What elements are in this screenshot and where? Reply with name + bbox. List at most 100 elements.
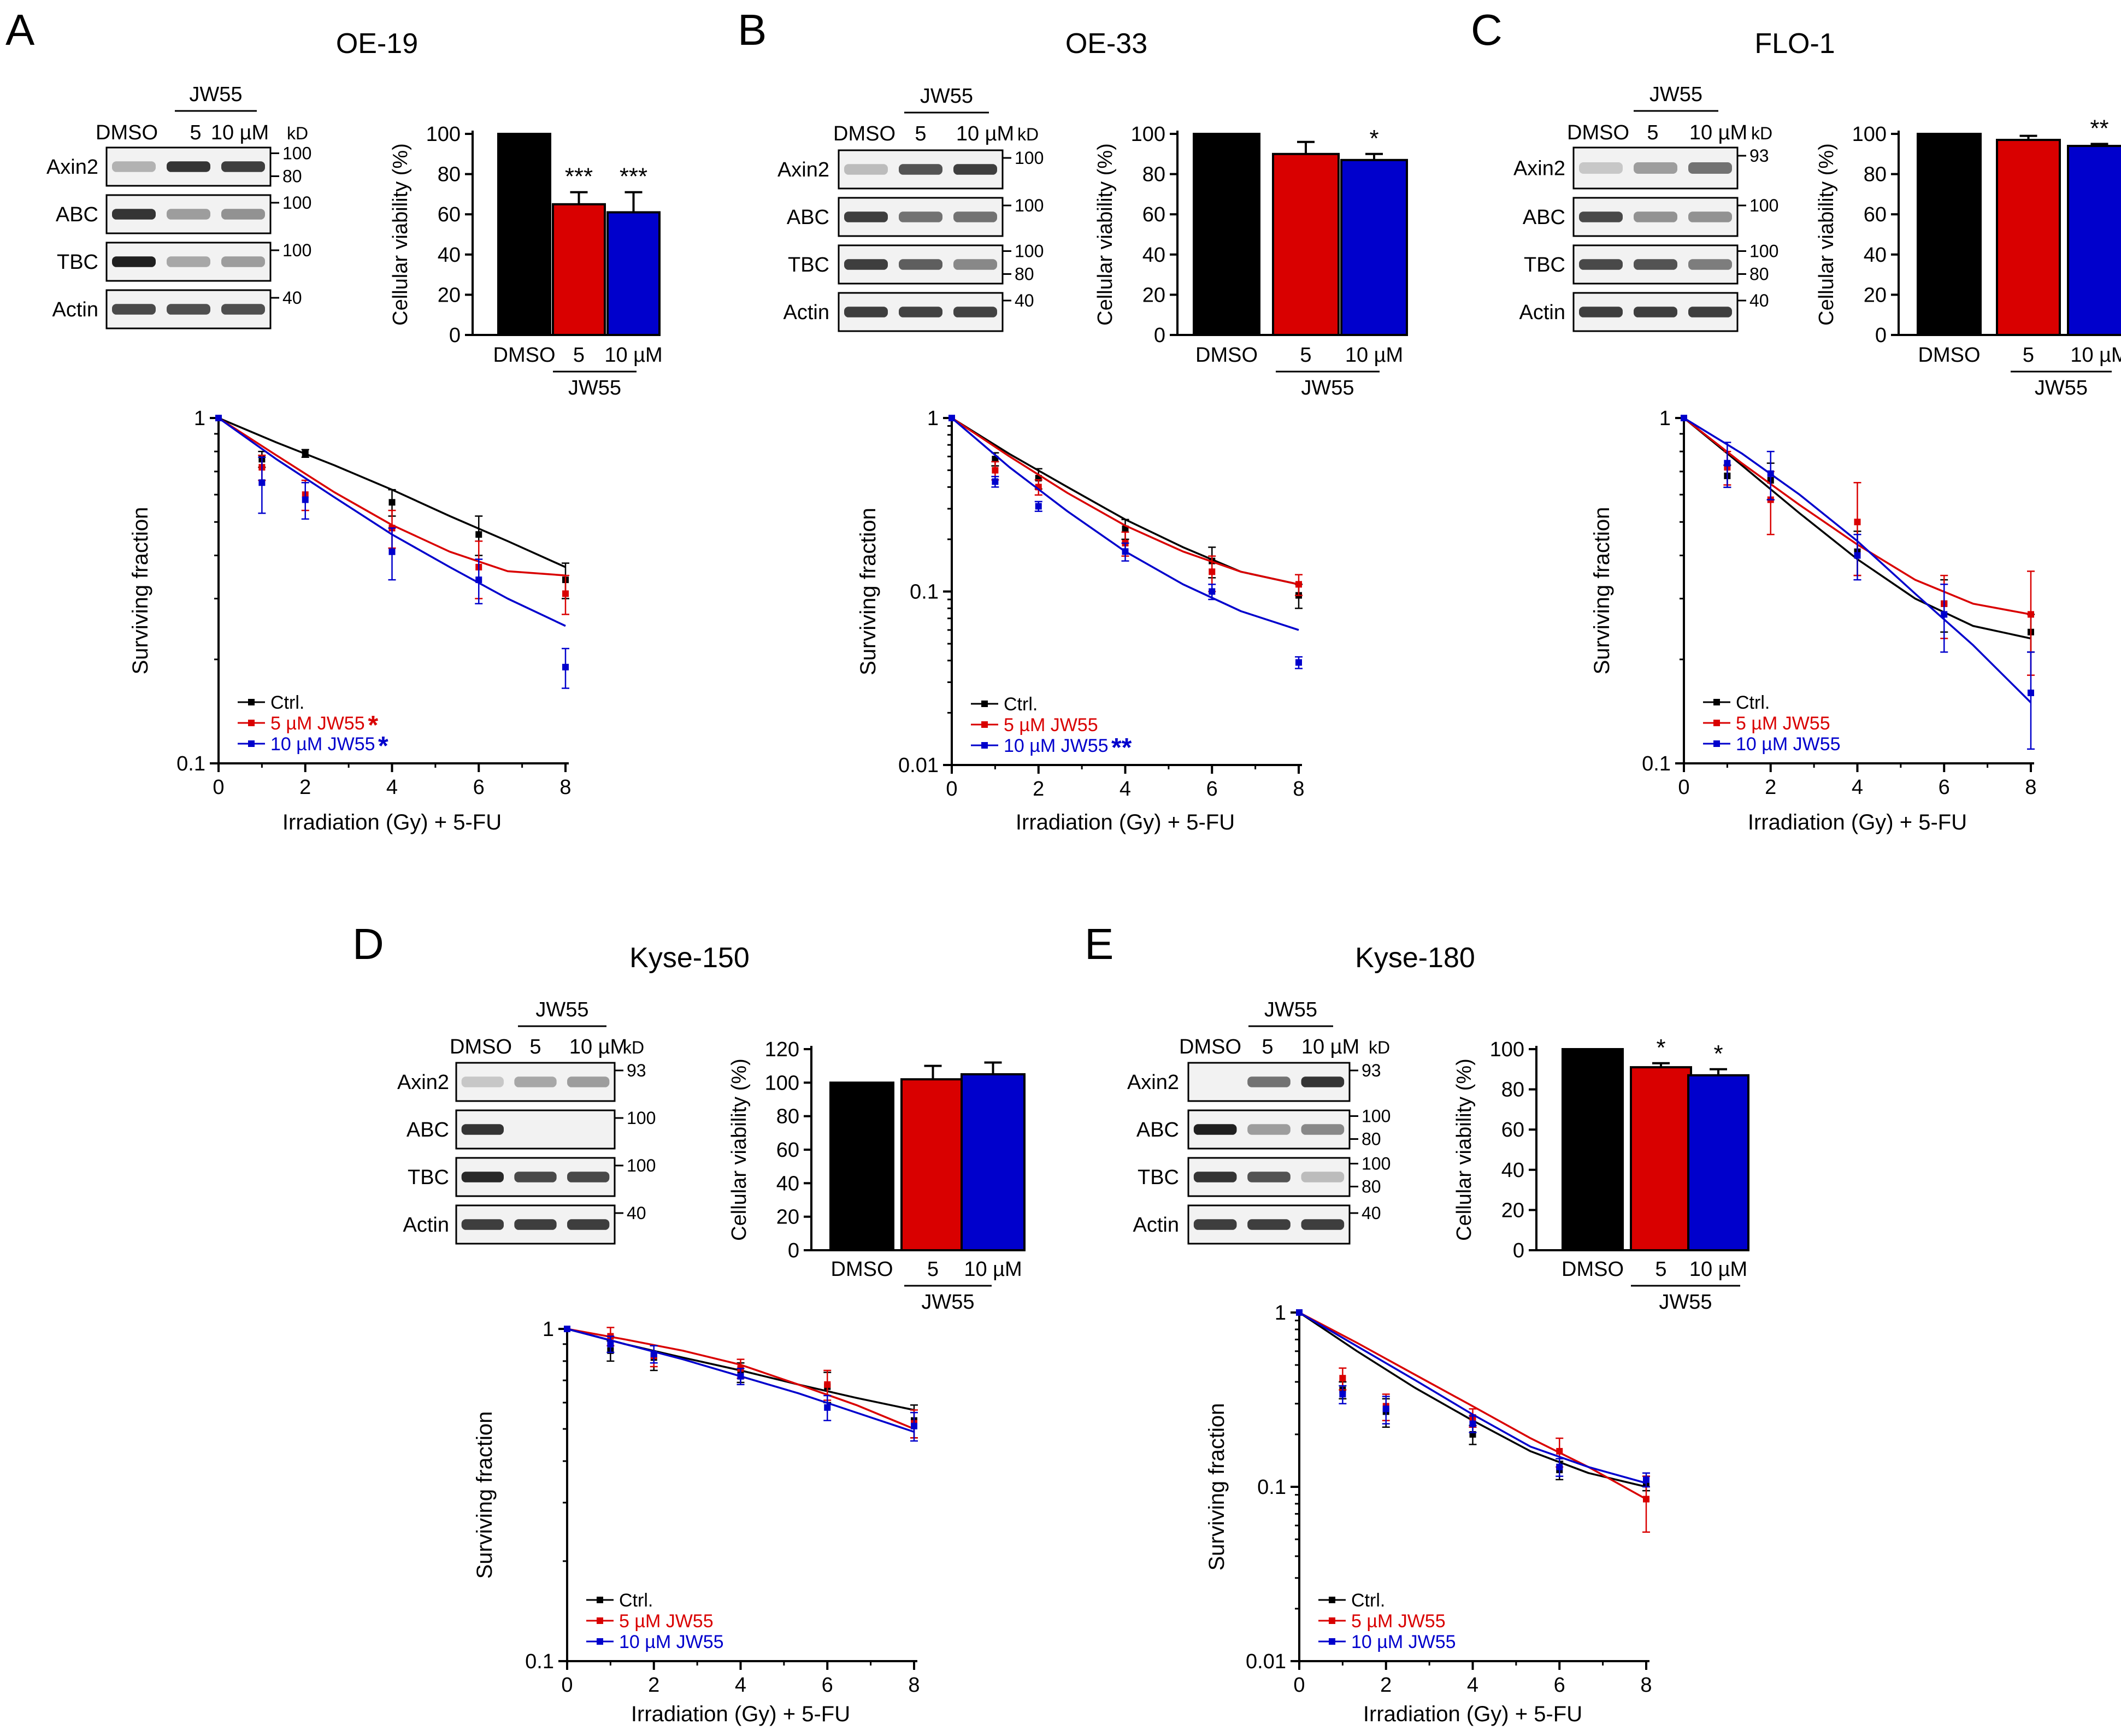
panel-c-survival-x-tick-label: 6 [1939, 776, 1950, 799]
panel-a-viability-y-tick-label: 40 [438, 244, 461, 267]
panel-e-survival-y-tick-label: 1 [1275, 1302, 1286, 1325]
panel-d-blot-row-axin2-band [514, 1076, 557, 1087]
panel-a-viability-significance: *** [565, 163, 593, 190]
panel-d-viability-bar [961, 1073, 1026, 1251]
panel-c-blot-row-abc-label: ABC [1523, 206, 1565, 229]
panel-a-blot-lane-label: 10 µM [211, 121, 269, 144]
panel-a-blot-row-abc-label: ABC [56, 203, 98, 226]
panel-d-survival-point [650, 1351, 657, 1358]
panel-c-survival-legend-marker [1713, 740, 1720, 747]
panel-e-survival-fit-line [1299, 1311, 1647, 1500]
panel-a-blot-row-tbc-band [221, 256, 265, 267]
panel-e-survival-x-label: Irradiation (Gy) + 5-FU [1363, 1702, 1582, 1726]
panel-c-viability-y-tick-label: 80 [1864, 163, 1887, 186]
panel-e-blot-row-tbc-band [1301, 1172, 1345, 1182]
panel-c-viability-bar [2067, 145, 2121, 336]
panel-e-viability-bar [1687, 1074, 1749, 1251]
panel-d-viability-category-label: 5 [927, 1258, 939, 1281]
panel-b-blot-row-abc-label: ABC [787, 206, 829, 229]
panel-a-blot-row-tbc-band [167, 256, 210, 267]
panel-a-viability-y-tick-label: 60 [438, 203, 461, 226]
panel-b-survival-legend-marker [981, 742, 988, 749]
panel-e-blot-row-abc-label: ABC [1136, 1119, 1179, 1141]
panel-b-survival-legend-significance: ** [1111, 733, 1132, 762]
panel-d-title: Kyse-150 [629, 942, 750, 974]
panel-a-blot-lane-label: DMSO [96, 121, 158, 144]
panel-d-viability-y-tick-label: 20 [776, 1206, 799, 1229]
panel-e-blot-row-tbc-label: TBC [1138, 1166, 1179, 1189]
panel-c-viability-group-label: JW55 [2035, 376, 2088, 399]
panel-c-viability-category-label: 10 µM [2070, 344, 2121, 367]
panel-a-viability-bar [606, 211, 661, 336]
panel-c-survival-legend-label: Ctrl. [1736, 692, 1770, 713]
panel-c-title: FLO-1 [1754, 28, 1835, 60]
panel-e-blot-row-tbc-band [1193, 1172, 1237, 1182]
panel-a-blot-row-actin-band [221, 304, 265, 315]
panel-b-blot-row-tbc-band [953, 259, 997, 270]
panel-a-blot-treatment-label: JW55 [189, 83, 242, 106]
panel-c-survival-y-tick-label: 1 [1659, 407, 1671, 430]
panel-a-survival-y-label: Surviving fraction [128, 507, 152, 675]
panel-d-survival-legend-marker [597, 1638, 603, 1645]
panel-b-survival-x-tick-label: 2 [1033, 778, 1044, 801]
panel-b-blot-row-axin2-band [844, 164, 888, 175]
panel-c-blot-row-abc-band [1634, 211, 1677, 222]
panel-a-letter: A [5, 5, 35, 54]
panel-b-blot-row-abc-band [953, 211, 997, 222]
panel-c-viability-category-label: DMSO [1918, 344, 1981, 367]
panel-d-survival-x-tick-label: 6 [822, 1674, 833, 1697]
panel-d-survival-legend-label: Ctrl. [619, 1590, 653, 1611]
panel-c-letter: C [1471, 5, 1503, 54]
panel-a-survival-x-tick-label: 6 [473, 776, 485, 799]
panel-e-blot-row-axin2-band [1301, 1076, 1345, 1087]
panel-b-blot-unit-label: kD [1017, 125, 1039, 144]
panel-c-survival-y-tick-label: 0.1 [1642, 752, 1671, 775]
panel-a-blot-row-actin-band [112, 304, 156, 315]
panel-c-blot-treatment-label: JW55 [1649, 83, 1702, 106]
panel-b-blot-lane-label: 10 µM [956, 122, 1014, 145]
panel-b-blot-row-tbc-marker: 100 [1015, 242, 1044, 261]
panel-e-blot-row-axin2-label: Axin2 [1127, 1071, 1179, 1094]
panel-b-blot-row-actin-band [899, 307, 942, 317]
panel-c-viability-category-label: 5 [2023, 344, 2034, 367]
panel-c-blot-row-axin2-band [1634, 162, 1677, 174]
panel-c-survival-legend-marker [1713, 720, 1720, 726]
panel-e-survival-fit-line [1299, 1311, 1647, 1488]
panel-c-viability-y-tick-label: 40 [1864, 244, 1887, 267]
panel-d-survival-point [824, 1404, 831, 1411]
panel-d-viability-y-tick-label: 120 [765, 1038, 799, 1061]
panel-c-survival-point [1681, 415, 1687, 421]
panel-b-blot-row-tbc-band [899, 259, 942, 270]
panel-c-survival-x-tick-label: 0 [1678, 776, 1689, 799]
panel-e-survival-y-tick-label: 0.01 [1246, 1650, 1286, 1673]
panel-e-survival-fit-line [1299, 1311, 1647, 1484]
panel-c-blot-lane-label: 10 µM [1689, 121, 1747, 144]
panel-b-viability-y-tick-label: 60 [1142, 203, 1165, 226]
panel-e-blot-row-actin-marker: 40 [1362, 1203, 1381, 1223]
panel-d-survival-legend-marker [597, 1617, 603, 1624]
panel-b-survival-y-tick-label: 1 [927, 407, 939, 430]
panel-c-blot-unit-label: kD [1751, 123, 1772, 143]
panel-e-blot-row-tbc-marker: 80 [1362, 1177, 1381, 1197]
panel-b-viability-y-tick-label: 0 [1154, 324, 1165, 347]
panel-e-viability-bar [1562, 1048, 1624, 1251]
panel-c-blot-lane-label: 5 [1647, 121, 1658, 144]
panel-e-blot-row-abc-marker: 80 [1362, 1129, 1381, 1149]
panel-b-survival-y-tick-label: 0.01 [898, 754, 939, 777]
panel-e-viability-y-tick-label: 0 [1513, 1239, 1524, 1262]
panel-a-blot-row-axin2-label: Axin2 [46, 156, 98, 179]
panel-d-survival-y-tick-label: 1 [543, 1318, 554, 1341]
panel-b-blot-row-actin-band [844, 307, 888, 317]
panel-c-viability-y-tick-label: 100 [1852, 123, 1887, 146]
panel-e-blot-row-abc-band [1247, 1124, 1291, 1135]
panel-b-viability-bar [1193, 133, 1260, 336]
panel-d-blot-row-actin-label: Actin [403, 1214, 449, 1237]
panel-a-blot-row-axin2-band [112, 161, 156, 172]
panel-d-blot-row-tbc-label: TBC [408, 1166, 449, 1189]
panel-d-blot-lane-label: 10 µM [569, 1035, 627, 1058]
panel-e-viability-y-tick-label: 20 [1501, 1199, 1524, 1222]
panel-a-viability-category-label: DMSO [493, 344, 556, 367]
panel-c-blot-row-actin-band [1579, 307, 1623, 317]
panel-e-survival-point [1643, 1476, 1649, 1483]
panel-e-viability-y-label: Cellular viability (%) [1453, 1058, 1476, 1241]
